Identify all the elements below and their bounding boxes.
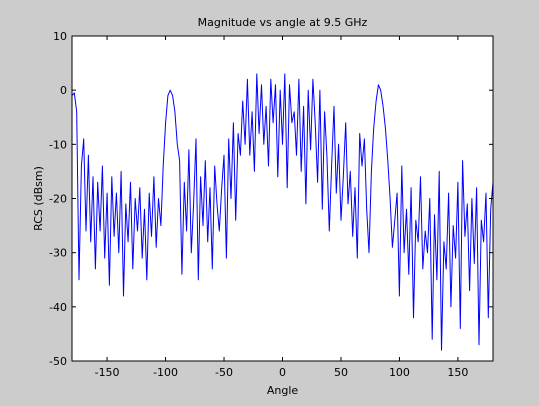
plot-area bbox=[72, 36, 493, 361]
y-tick-label: -30 bbox=[49, 247, 67, 260]
x-tick-label: -100 bbox=[153, 366, 178, 379]
x-axis-label: Angle bbox=[267, 384, 299, 397]
y-tick-label: 10 bbox=[53, 30, 67, 43]
x-tick-label: -150 bbox=[95, 366, 120, 379]
x-axis-ticks: -150 -100 -50 0 50 100 150 bbox=[95, 36, 468, 379]
y-tick-label: -50 bbox=[49, 355, 67, 368]
x-tick-label: 50 bbox=[334, 366, 348, 379]
y-tick-label: 0 bbox=[60, 84, 67, 97]
y-tick-label: -40 bbox=[49, 301, 67, 314]
y-axis-label: RCS (dBsm) bbox=[32, 166, 45, 231]
y-tick-label: -20 bbox=[49, 193, 67, 206]
y-tick-label: -10 bbox=[49, 138, 67, 151]
x-tick-label: 150 bbox=[447, 366, 468, 379]
x-tick-label: 100 bbox=[389, 366, 410, 379]
chart-title: Magnitude vs angle at 9.5 GHz bbox=[198, 16, 368, 29]
x-tick-label: -50 bbox=[215, 366, 233, 379]
x-tick-label: 0 bbox=[279, 366, 286, 379]
series-layer bbox=[71, 73, 494, 351]
y-axis-ticks: 10 0 -10 -20 -30 -40 -50 bbox=[49, 30, 493, 368]
series-line-0 bbox=[71, 73, 494, 351]
